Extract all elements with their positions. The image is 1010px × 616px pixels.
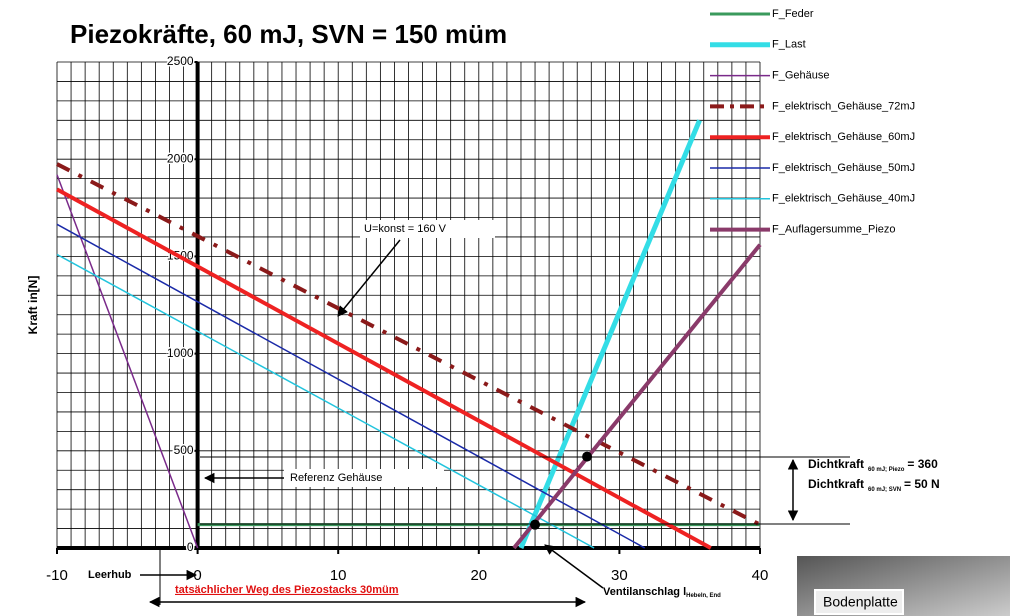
- annotation: Leerhub: [88, 569, 132, 581]
- annotation: tatsächlicher Weg des Piezostacks 30müm: [175, 584, 399, 596]
- legend: F_Feder F_Last F_Gehäuse F_elektrisch_Gehäu…: [710, 8, 915, 236]
- legend-label: F_elektrisch_Gehäuse_50mJ: [772, 162, 915, 174]
- legend-label: F_elektrisch_Gehäuse_72mJ: [772, 100, 915, 112]
- annotation-text: = 50 N: [904, 477, 940, 491]
- annotation-sub: Hebeln, End: [686, 593, 721, 599]
- point: [530, 520, 540, 530]
- series-line: [57, 254, 594, 548]
- x-tick-label: -10: [46, 567, 68, 584]
- annotation-text: = 360: [907, 457, 938, 471]
- annotation: Referenz Gehäuse: [290, 472, 382, 484]
- annotation-sub: 60 mJ; SVN: [868, 487, 901, 493]
- x-tick-label: 20: [470, 567, 487, 584]
- legend-label: F_Last: [772, 39, 806, 51]
- y-tick-label: 2000: [167, 151, 194, 165]
- annotation-text: Dichtkraft: [808, 457, 864, 471]
- y-tick-label: 1000: [167, 346, 194, 360]
- annotation: Dichtkraft 60 mJ; Piezo= 360: [808, 457, 938, 472]
- arrow: [545, 545, 603, 588]
- annotation: Dichtkraft 60 mJ; SVN= 50 N: [808, 477, 940, 492]
- photo-label: Bodenplatte: [823, 594, 898, 610]
- x-tick-label: 40: [752, 567, 769, 584]
- series-line: [57, 224, 645, 548]
- annotation-text: Ventilanschlag l: [603, 586, 686, 598]
- y-tick-label: 0: [187, 540, 194, 554]
- annotation: Ventilanschlag lHebeln, End: [603, 586, 721, 599]
- x-tick-label: 30: [611, 567, 628, 584]
- annotation: U=konst = 160 V: [364, 223, 447, 235]
- legend-label: F_elektrisch_Gehäuse_40mJ: [772, 193, 915, 205]
- x-tick-label: 10: [330, 567, 347, 584]
- arrow: [338, 240, 400, 316]
- y-tick-label: 2500: [167, 54, 194, 68]
- legend-label: F_elektrisch_Gehäuse_60mJ: [772, 131, 915, 143]
- legend-label: F_Gehäuse: [772, 70, 829, 82]
- annotation-text: Dichtkraft: [808, 477, 864, 491]
- chart-title: Piezokräfte, 60 mJ, SVN = 150 müm: [70, 19, 507, 49]
- y-axis-label: Kraft in[N]: [26, 276, 40, 335]
- legend-label: F_Auflagersumme_Piezo: [772, 224, 896, 236]
- series-line: [514, 245, 760, 548]
- legend-label: F_Feder: [772, 8, 814, 20]
- y-tick-label: 500: [174, 443, 194, 457]
- chart: -1001020304005001000150020002500 Piezokr…: [0, 0, 1010, 616]
- annotation-sub: 60 mJ; Piezo: [868, 467, 905, 473]
